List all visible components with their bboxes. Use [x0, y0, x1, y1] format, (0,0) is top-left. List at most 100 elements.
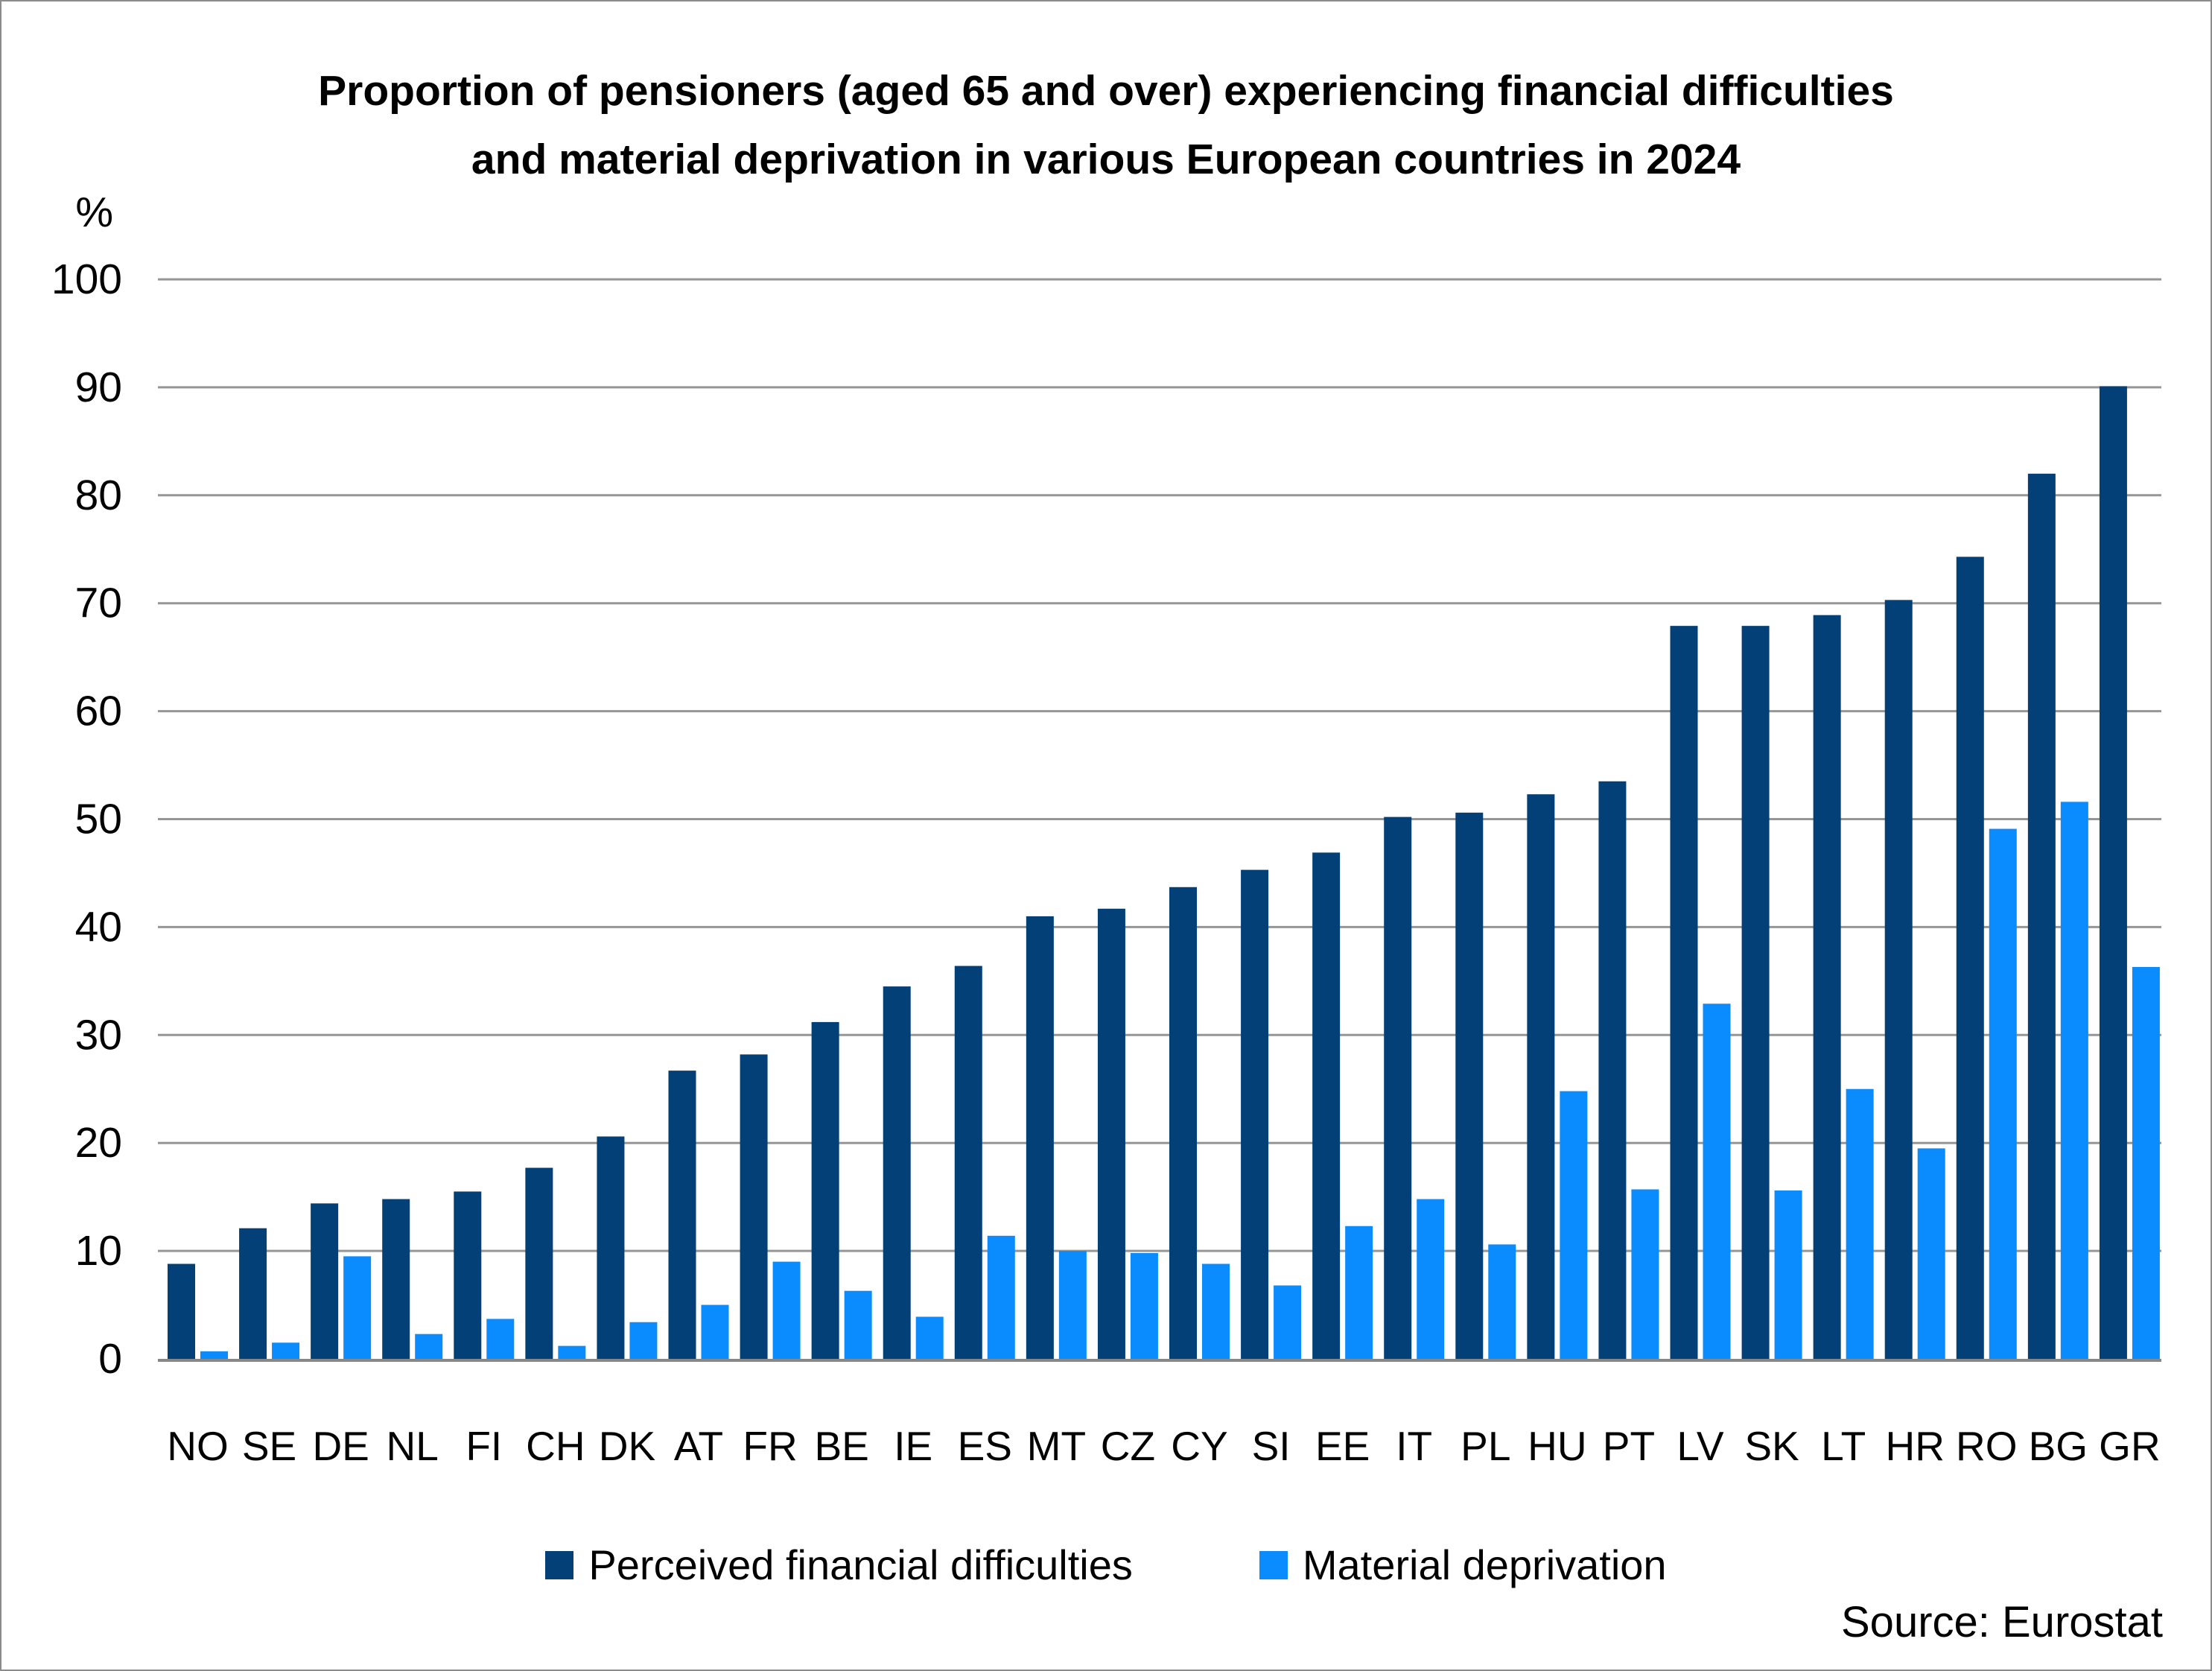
bar-NL-material-deprivation [415, 1334, 443, 1359]
x-axis-label-IT: IT [1396, 1423, 1432, 1469]
legend-swatch-light-blue [1259, 1550, 1288, 1579]
bar-FI-material-deprivation [486, 1319, 515, 1359]
chart-legend: Perceived financial difficulties Materia… [1, 1541, 2211, 1589]
bar-LV-material-deprivation [1703, 1003, 1731, 1359]
legend-item-material-deprivation: Material deprivation [1259, 1541, 1667, 1589]
bar-CY-perceived-financial-difficulties [1169, 887, 1197, 1359]
bar-NL-perceived-financial-difficulties [382, 1199, 410, 1359]
y-axis-label-40: 40 [75, 903, 122, 951]
legend-item-perceived-financial-difficulties: Perceived financial difficulties [545, 1541, 1133, 1589]
x-axis-label-NO: NO [167, 1423, 229, 1469]
legend-label: Material deprivation [1302, 1541, 1667, 1588]
bar-AT-perceived-financial-difficulties [668, 1071, 696, 1359]
x-axis-label-HR: HR [1885, 1423, 1944, 1469]
y-axis-label-70: 70 [75, 580, 122, 627]
bar-CH-material-deprivation [558, 1345, 586, 1359]
bar-RO-perceived-financial-difficulties [1956, 557, 1984, 1359]
bar-IE-perceived-financial-difficulties [883, 986, 911, 1359]
chart-title-line-1: Proportion of pensioners (aged 65 and ov… [318, 67, 1894, 115]
chart-title: Proportion of pensioners (aged 65 and ov… [1, 57, 2211, 194]
bar-FR-perceived-financial-difficulties [740, 1054, 768, 1359]
bar-LV-perceived-financial-difficulties [1670, 626, 1698, 1359]
y-axis-label-0: 0 [98, 1335, 122, 1383]
bar-DE-material-deprivation [343, 1256, 372, 1359]
bar-NO-material-deprivation [200, 1351, 228, 1359]
y-axis-unit-label: % [75, 188, 113, 236]
bar-HR-material-deprivation [1917, 1148, 1945, 1359]
x-axis-label-SI: SI [1252, 1423, 1291, 1469]
y-axis-label-20: 20 [75, 1119, 122, 1167]
x-axis-label-CH: CH [526, 1423, 585, 1469]
x-axis-label-EE: EE [1315, 1423, 1370, 1469]
chart-title-line-2: and material deprivation in various Euro… [471, 136, 1741, 183]
bar-IT-perceived-financial-difficulties [1384, 817, 1412, 1359]
bar-ES-material-deprivation [987, 1235, 1015, 1359]
bar-CZ-perceived-financial-difficulties [1097, 908, 1125, 1359]
bar-EE-perceived-financial-difficulties [1312, 852, 1341, 1359]
x-axis-label-LV: LV [1677, 1423, 1724, 1469]
x-axis-label-DE: DE [312, 1423, 369, 1469]
bar-BG-perceived-financial-difficulties [2027, 473, 2056, 1359]
x-axis-label-BE: BE [814, 1423, 868, 1469]
y-axis-label-10: 10 [75, 1227, 122, 1275]
x-axis-label-GR: GR [2099, 1423, 2161, 1469]
bar-LT-material-deprivation [1846, 1088, 1874, 1359]
x-axis-label-LT: LT [1821, 1423, 1866, 1469]
bar-EE-material-deprivation [1345, 1225, 1373, 1359]
bar-MT-perceived-financial-difficulties [1026, 916, 1054, 1359]
bar-CZ-material-deprivation [1130, 1252, 1158, 1359]
bar-AT-material-deprivation [701, 1304, 729, 1359]
bar-HU-material-deprivation [1560, 1091, 1588, 1359]
bar-CH-perceived-financial-difficulties [525, 1167, 553, 1359]
bar-IE-material-deprivation [915, 1316, 944, 1359]
x-axis-label-PT: PT [1603, 1423, 1655, 1469]
y-axis-label-30: 30 [75, 1011, 122, 1059]
x-axis-label-MT: MT [1027, 1423, 1086, 1469]
bar-BE-perceived-financial-difficulties [811, 1021, 839, 1359]
x-axis-label-PL: PL [1461, 1423, 1510, 1469]
bar-BE-material-deprivation [844, 1290, 872, 1359]
bar-CY-material-deprivation [1202, 1263, 1230, 1359]
bar-PL-material-deprivation [1488, 1244, 1516, 1359]
bar-FI-perceived-financial-difficulties [454, 1191, 482, 1359]
x-axis-label-CY: CY [1171, 1423, 1227, 1469]
bar-BG-material-deprivation [2060, 802, 2088, 1359]
x-axis-label-FR: FR [743, 1423, 797, 1469]
x-axis-label-BG: BG [2029, 1423, 2088, 1469]
x-axis-label-SE: SE [242, 1423, 296, 1469]
bar-IT-material-deprivation [1417, 1199, 1445, 1359]
x-axis-label-RO: RO [1956, 1423, 2018, 1469]
y-axis-label-80: 80 [75, 472, 122, 519]
legend-swatch-dark-blue [545, 1550, 574, 1579]
bar-HR-perceived-financial-difficulties [1884, 600, 1913, 1359]
bar-DK-material-deprivation [629, 1322, 658, 1359]
bar-SE-perceived-financial-difficulties [239, 1228, 267, 1359]
bar-PL-perceived-financial-difficulties [1455, 812, 1484, 1359]
bar-SI-perceived-financial-difficulties [1241, 869, 1269, 1359]
bar-MT-material-deprivation [1058, 1251, 1087, 1359]
bar-GR-perceived-financial-difficulties [2099, 386, 2127, 1360]
x-axis-label-AT: AT [674, 1423, 723, 1469]
bar-ES-perceived-financial-difficulties [954, 965, 982, 1359]
bar-PT-material-deprivation [1631, 1189, 1659, 1359]
bar-NO-perceived-financial-difficulties [168, 1263, 195, 1359]
x-axis-label-CZ: CZ [1101, 1423, 1155, 1469]
bar-LT-perceived-financial-difficulties [1813, 615, 1841, 1359]
bar-RO-material-deprivation [1989, 828, 2017, 1359]
y-axis-label-60: 60 [75, 688, 122, 735]
x-axis-label-DK: DK [599, 1423, 656, 1469]
bar-DK-perceived-financial-difficulties [597, 1136, 625, 1359]
bar-FR-material-deprivation [772, 1261, 801, 1359]
x-axis-label-ES: ES [958, 1423, 1012, 1469]
y-axis-label-100: 100 [51, 256, 122, 303]
x-axis-label-NL: NL [387, 1423, 439, 1469]
bar-SI-material-deprivation [1274, 1285, 1302, 1359]
source-note: Source: Eurostat [1841, 1598, 2163, 1646]
x-axis-label-SK: SK [1744, 1423, 1799, 1469]
bar-GR-material-deprivation [2132, 967, 2160, 1359]
bar-DE-perceived-financial-difficulties [311, 1203, 339, 1359]
y-axis-label-90: 90 [75, 364, 122, 411]
legend-label: Perceived financial difficulties [588, 1541, 1133, 1588]
